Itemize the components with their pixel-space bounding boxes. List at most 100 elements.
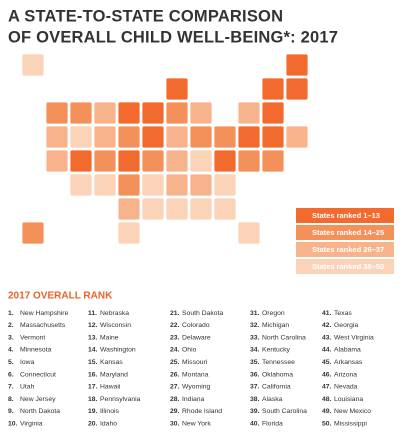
state-tile bbox=[45, 101, 69, 125]
state-tile bbox=[141, 197, 165, 221]
state-tile bbox=[117, 101, 141, 125]
rank-number: 50. bbox=[322, 420, 332, 427]
state-tile bbox=[237, 221, 261, 245]
rank-state: Utah bbox=[20, 384, 35, 391]
rank-state: Illinois bbox=[100, 408, 119, 415]
rank-number: 41. bbox=[322, 310, 332, 317]
rank-number: 35. bbox=[250, 359, 260, 366]
legend-swatch bbox=[296, 208, 394, 223]
rank-state: Maine bbox=[100, 334, 119, 341]
rank-state: Virginia bbox=[20, 420, 43, 427]
state-tile bbox=[93, 101, 117, 125]
state-tile bbox=[261, 149, 285, 173]
state-tile bbox=[141, 125, 165, 149]
rank-number: 11. bbox=[88, 310, 97, 317]
rank-state: Mississippi bbox=[334, 420, 367, 427]
rank-number: 36. bbox=[250, 371, 260, 378]
rank-number: 47. bbox=[322, 384, 332, 391]
rank-list: 1. New Hampshire 2. Massachusetts 3. Vermont 4… bbox=[8, 310, 374, 428]
rank-number: 16. bbox=[88, 371, 98, 378]
state-map bbox=[21, 53, 309, 245]
rank-number: 39. bbox=[250, 408, 260, 415]
rank-state: New Mexico bbox=[334, 408, 371, 415]
rank-state: Arizona bbox=[334, 371, 357, 378]
state-tile bbox=[117, 173, 141, 197]
rank-number: 32. bbox=[250, 322, 260, 329]
rank-state: Wisconsin bbox=[100, 322, 131, 329]
state-tile bbox=[117, 149, 141, 173]
rank-state: Indiana bbox=[182, 396, 205, 403]
rank-state: Missouri bbox=[182, 359, 208, 366]
state-tile bbox=[237, 149, 261, 173]
state-tile bbox=[189, 197, 213, 221]
rank-state: Massachusetts bbox=[20, 322, 66, 329]
rank-number: 20. bbox=[88, 420, 98, 427]
rank-state: Kansas bbox=[100, 359, 123, 366]
rank-state: Vermont bbox=[20, 334, 45, 341]
rank-state: Nebraska bbox=[100, 310, 129, 317]
state-tile bbox=[93, 173, 117, 197]
state-tile bbox=[189, 125, 213, 149]
state-tile bbox=[285, 77, 309, 101]
state-tile bbox=[141, 173, 165, 197]
rank-state: Idaho bbox=[100, 420, 117, 427]
rank-state: Kentucky bbox=[262, 347, 291, 354]
state-tile bbox=[45, 149, 69, 173]
state-tile bbox=[165, 197, 189, 221]
rank-number: 38. bbox=[250, 396, 260, 403]
rank-number: 3. bbox=[8, 334, 14, 341]
rank-state: South Dakota bbox=[182, 310, 223, 317]
rank-number: 7. bbox=[8, 384, 14, 391]
legend: States ranked 1–13 States ranked 14–25 Sta… bbox=[296, 208, 394, 274]
legend-swatch bbox=[296, 225, 394, 240]
state-tile bbox=[117, 221, 141, 245]
state-tile bbox=[213, 197, 237, 221]
legend-label: States ranked 38–50 bbox=[312, 262, 384, 271]
rank-state: Tennessee bbox=[262, 359, 295, 366]
rank-number: 4. bbox=[8, 347, 14, 354]
rank-number: 46. bbox=[322, 371, 332, 378]
legend-label: States ranked 26–37 bbox=[312, 245, 384, 254]
rank-state: Pennsylvania bbox=[100, 396, 141, 403]
rank-number: 43. bbox=[322, 334, 332, 341]
state-tile bbox=[93, 125, 117, 149]
rank-number: 29. bbox=[170, 408, 180, 415]
rank-number: 15. bbox=[88, 359, 98, 366]
rank-number: 40. bbox=[250, 420, 260, 427]
state-tile bbox=[261, 125, 285, 149]
state-tile bbox=[69, 101, 93, 125]
rank-number: 22. bbox=[170, 322, 180, 329]
rank-number: 9. bbox=[8, 408, 14, 415]
state-tile bbox=[165, 125, 189, 149]
legend-swatch bbox=[296, 259, 394, 274]
rank-state: Oregon bbox=[262, 310, 285, 317]
rank-state: Georgia bbox=[334, 322, 358, 329]
rank-state: Hawaii bbox=[100, 384, 121, 391]
state-tile bbox=[165, 173, 189, 197]
rank-state: Maryland bbox=[100, 371, 128, 378]
state-tile bbox=[21, 221, 45, 245]
rank-number: 42. bbox=[322, 322, 332, 329]
state-tile bbox=[189, 149, 213, 173]
state-tile bbox=[189, 101, 213, 125]
state-tile bbox=[69, 125, 93, 149]
state-tile bbox=[237, 101, 261, 125]
rank-state: Montana bbox=[182, 371, 209, 378]
rank-number: 37. bbox=[250, 384, 260, 391]
rank-state: Ohio bbox=[182, 347, 197, 354]
rank-state: Delaware bbox=[182, 334, 211, 341]
state-tile bbox=[285, 125, 309, 149]
rank-state: Arkansas bbox=[334, 359, 363, 366]
state-tile bbox=[165, 101, 189, 125]
rank-state: Colorado bbox=[182, 322, 210, 329]
rank-state: South Carolina bbox=[262, 408, 307, 415]
rank-number: 25. bbox=[170, 359, 180, 366]
state-tile bbox=[261, 101, 285, 125]
rank-number: 26. bbox=[170, 371, 180, 378]
rank-number: 44. bbox=[322, 347, 332, 354]
rank-number: 23. bbox=[170, 334, 180, 341]
state-tile bbox=[213, 125, 237, 149]
state-tile bbox=[141, 101, 165, 125]
rank-state: New Jersey bbox=[20, 396, 56, 403]
